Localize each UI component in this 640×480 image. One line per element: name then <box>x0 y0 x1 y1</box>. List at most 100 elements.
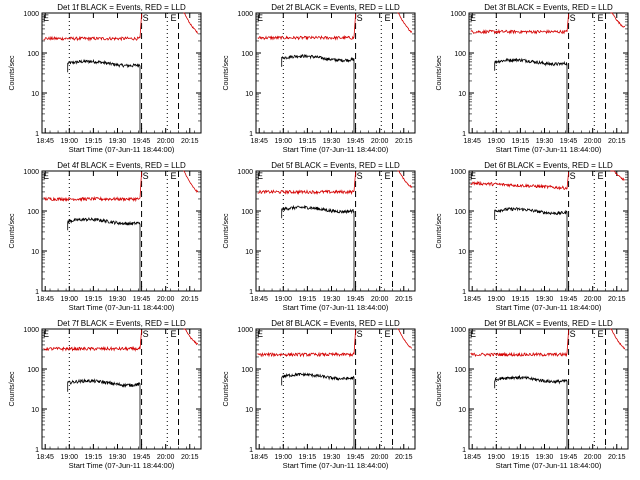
x-tick-label: 20:15 <box>181 296 199 303</box>
chart-panel-6: Det 6f BLACK = Events, RED = LLD 1 10 100 10… <box>436 161 629 312</box>
y-tick-label: 100 <box>454 51 466 58</box>
x-tick-label: 18:45 <box>36 296 54 303</box>
x-tick-label: 20:00 <box>584 138 602 145</box>
x-tick-label: 19:30 <box>323 138 341 145</box>
y-tick-label: 10 <box>458 91 466 98</box>
y-tick-label: 100 <box>241 51 253 58</box>
x-axis-label: Start Time (07-Jun-11 18:44:00) <box>69 145 175 154</box>
x-tick-label: 19:30 <box>109 296 127 303</box>
marker-label-s: S <box>357 13 363 23</box>
y-axis-label: Counts/sec <box>223 55 230 91</box>
x-tick-label: 20:00 <box>371 296 389 303</box>
marker-label-e: E <box>257 171 263 181</box>
y-tick-label: 100 <box>27 51 39 58</box>
x-tick-label: 20:15 <box>608 454 626 461</box>
x-tick-label: 19:15 <box>85 138 103 145</box>
x-tick-label: 19:45 <box>560 296 578 303</box>
x-tick-label: 19:45 <box>133 296 151 303</box>
x-tick-label: 19:30 <box>536 138 554 145</box>
y-axis-label: Counts/sec <box>223 213 230 249</box>
y-tick-label: 1 <box>462 447 466 454</box>
x-tick-label: 18:45 <box>36 454 54 461</box>
x-tick-label: 19:30 <box>109 454 127 461</box>
x-tick-label: 19:15 <box>299 296 317 303</box>
y-tick-label: 10 <box>458 407 466 414</box>
y-tick-label: 1 <box>249 289 253 296</box>
x-tick-label: 20:15 <box>395 454 413 461</box>
x-tick-label: 19:15 <box>85 296 103 303</box>
x-tick-label: 19:00 <box>61 296 79 303</box>
marker-label-e: E <box>598 13 604 23</box>
plot-frame <box>255 170 416 292</box>
x-tick-label: 20:00 <box>371 138 389 145</box>
plot-frame <box>468 328 629 450</box>
plot-frame <box>468 12 629 134</box>
y-tick-label: 1 <box>35 131 39 138</box>
series-lld-tail <box>610 12 626 28</box>
y-tick-label: 1 <box>249 447 253 454</box>
x-tick-label: 19:30 <box>109 138 127 145</box>
y-tick-label: 1000 <box>23 327 39 334</box>
x-tick-label: 20:00 <box>157 138 175 145</box>
x-tick-label: 18:45 <box>250 296 268 303</box>
y-tick-label: 100 <box>27 367 39 374</box>
x-tick-label: 19:15 <box>512 454 530 461</box>
plot-frame <box>41 12 202 134</box>
chart-title: Det 4f BLACK = Events, RED = LLD <box>57 161 186 170</box>
chart-panel-9: Det 9f BLACK = Events, RED = LLD 1 10 100 10… <box>436 319 629 470</box>
x-tick-label: 19:15 <box>85 454 103 461</box>
marker-label-e: E <box>257 329 263 339</box>
x-tick-label: 19:00 <box>488 138 506 145</box>
plot-frame <box>468 170 629 292</box>
chart-title: Det 2f BLACK = Events, RED = LLD <box>271 3 400 12</box>
series-lld-tail <box>610 328 626 350</box>
y-axis-label: Counts/sec <box>223 371 230 407</box>
y-axis-label: Counts/sec <box>9 55 16 91</box>
series-lld-tail <box>183 328 199 346</box>
chart-panel-3: Det 3f BLACK = Events, RED = LLD 1 10 100 10… <box>436 3 629 154</box>
chart-title: Det 1f BLACK = Events, RED = LLD <box>57 3 186 12</box>
y-tick-label: 1000 <box>23 11 39 18</box>
y-tick-label: 100 <box>27 209 39 216</box>
x-tick-label: 19:15 <box>299 138 317 145</box>
marker-label-e: E <box>385 171 391 181</box>
series-lld-tail <box>183 12 199 34</box>
marker-label-e: E <box>43 329 49 339</box>
x-tick-label: 19:15 <box>299 454 317 461</box>
y-tick-label: 10 <box>31 407 39 414</box>
x-tick-label: 18:45 <box>463 454 481 461</box>
x-tick-label: 19:30 <box>323 296 341 303</box>
marker-label-e: E <box>470 329 476 339</box>
plot-frame <box>255 12 416 134</box>
y-tick-label: 100 <box>454 209 466 216</box>
y-tick-label: 10 <box>245 407 253 414</box>
y-axis-label: Counts/sec <box>436 55 443 91</box>
x-tick-label: 19:45 <box>347 138 365 145</box>
y-tick-label: 1 <box>249 131 253 138</box>
chart-panel-5: Det 5f BLACK = Events, RED = LLD 1 10 100 10… <box>223 161 416 312</box>
marker-label-s: S <box>357 171 363 181</box>
series-lld-line <box>257 171 356 195</box>
marker-label-s: S <box>143 329 149 339</box>
chart-panel-1: Det 1f BLACK = Events, RED = LLD 1 10 100 10… <box>9 3 202 154</box>
y-tick-label: 100 <box>454 367 466 374</box>
x-tick-label: 19:45 <box>133 454 151 461</box>
marker-label-e: E <box>171 13 177 23</box>
chart-title: Det 7f BLACK = Events, RED = LLD <box>57 319 186 328</box>
y-axis-label: Counts/sec <box>436 371 443 407</box>
x-tick-label: 20:15 <box>395 296 413 303</box>
x-axis-label: Start Time (07-Jun-11 18:44:00) <box>496 461 602 470</box>
series-lld-line <box>470 171 569 191</box>
series-events-line <box>67 58 141 133</box>
series-events-line <box>281 204 355 291</box>
y-tick-label: 1 <box>35 289 39 296</box>
marker-label-s: S <box>570 171 576 181</box>
x-tick-label: 19:45 <box>133 138 151 145</box>
x-tick-label: 19:00 <box>61 138 79 145</box>
x-tick-label: 19:45 <box>347 454 365 461</box>
plot-frame <box>41 170 202 292</box>
x-tick-label: 20:15 <box>608 296 626 303</box>
series-lld-line <box>470 329 569 358</box>
x-tick-label: 20:00 <box>157 296 175 303</box>
x-tick-label: 20:00 <box>584 296 602 303</box>
